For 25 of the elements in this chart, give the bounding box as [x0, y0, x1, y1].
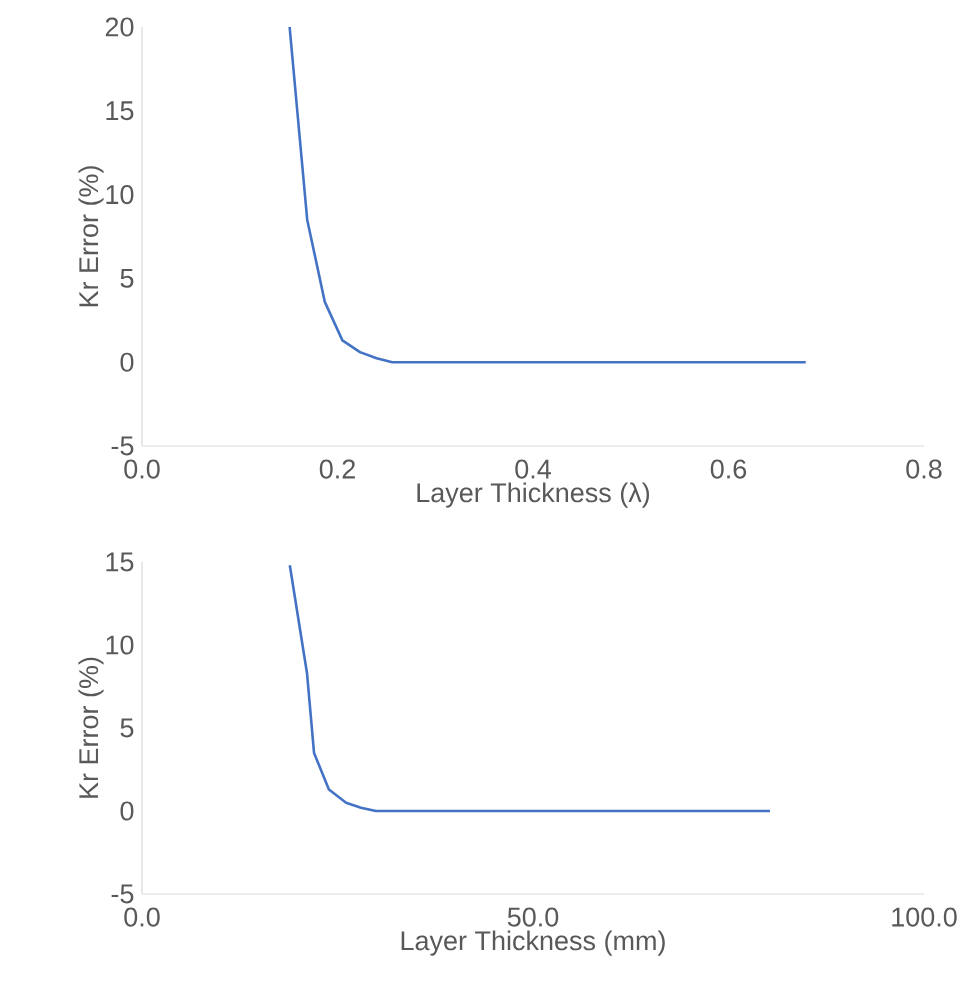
y-axis-title: Kr Error (%) — [78, 166, 104, 307]
y-tick-label: 20 — [105, 17, 134, 37]
x-tick-label: 0.4 — [515, 459, 551, 479]
x-tick-label: 0.6 — [710, 459, 747, 479]
x-tick-label: 100.0 — [892, 907, 957, 927]
y-tick-label: 15 — [106, 101, 134, 121]
y-tick-label: 5 — [120, 718, 134, 738]
x-tick-label: 0.8 — [906, 459, 942, 479]
line-series — [288, 26, 808, 364]
y-tick-label: 15 — [106, 552, 134, 572]
y-tick-label: 5 — [120, 268, 134, 288]
x-tick-label: 50.0 — [507, 907, 559, 927]
x-tick-label: 0.0 — [124, 907, 160, 927]
y-tick-label: 10 — [106, 635, 134, 655]
line-series — [288, 564, 772, 813]
y-tick-label: 0 — [120, 801, 134, 821]
y-axis-title: Kr Error (%) — [78, 657, 104, 798]
x-axis-title: Layer Thickness (λ) — [417, 482, 650, 508]
y-tick-label: -5 — [111, 436, 134, 456]
y-tick-label: 0 — [120, 352, 134, 372]
y-tick-label: 10 — [106, 185, 134, 205]
x-axis-title: Layer Thickness (mm) — [401, 930, 665, 956]
x-tick-label: 0.2 — [319, 459, 355, 479]
x-tick-label: 0.0 — [124, 459, 160, 479]
y-tick-label: -5 — [111, 884, 134, 904]
